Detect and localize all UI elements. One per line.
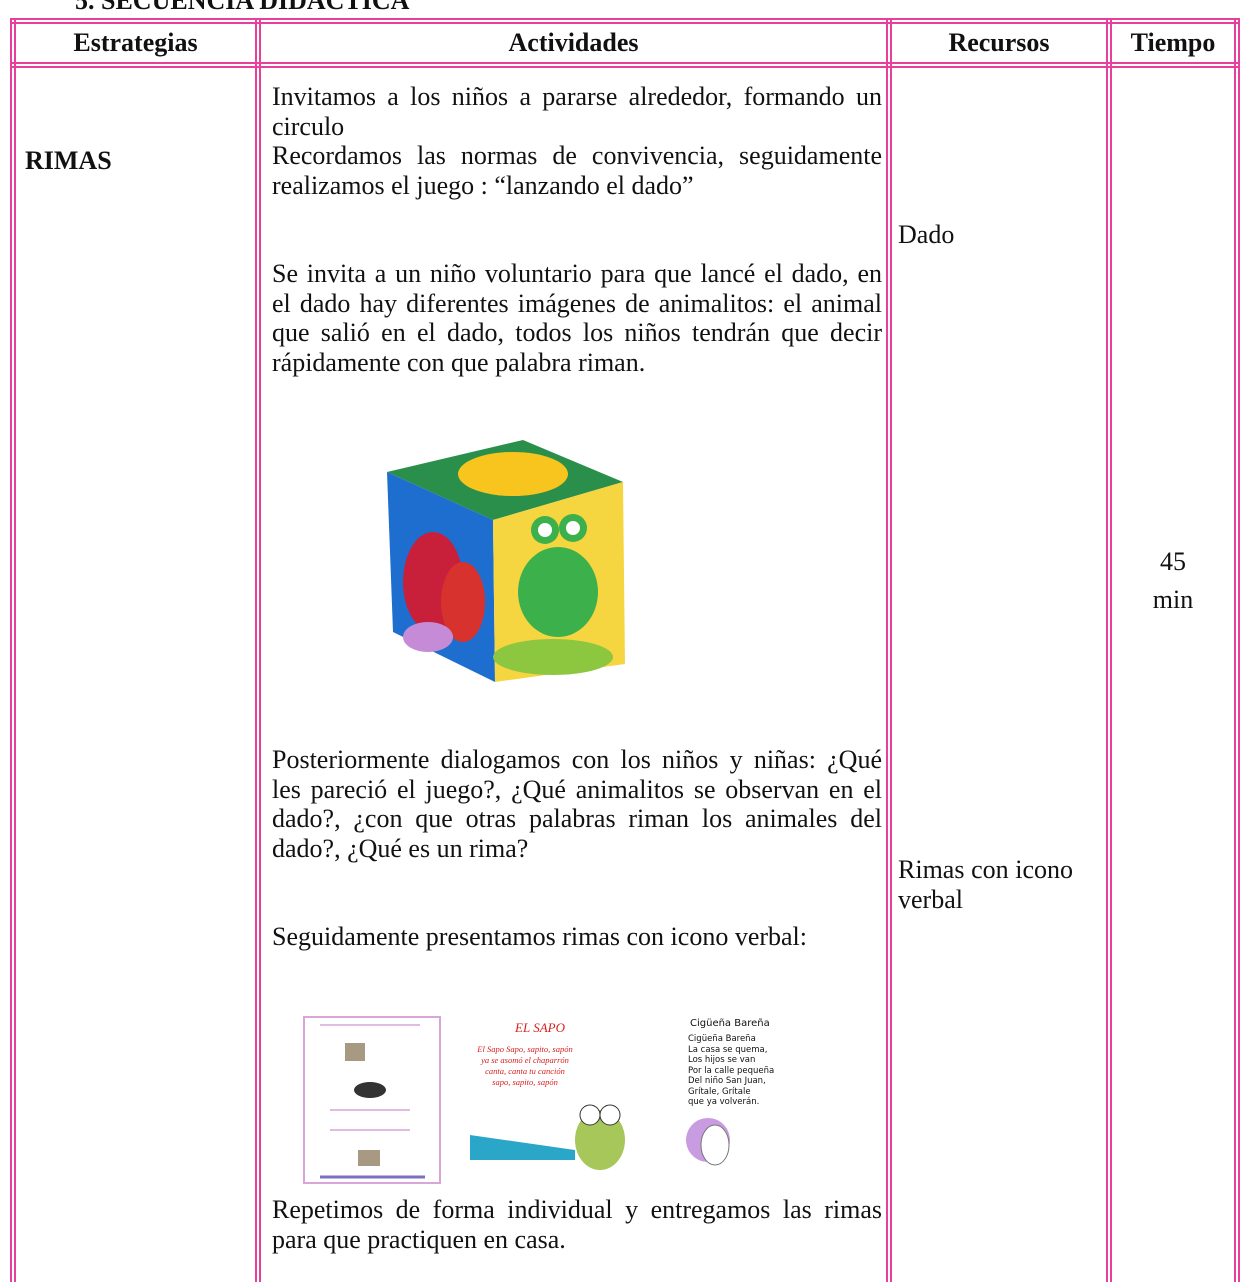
time-value: 45 [1160, 547, 1186, 576]
activity-text: Invitamos a los niños a pararse alrededo… [272, 82, 882, 141]
rhyme-line: El Sapo Sapo, sapito, sapón [477, 1044, 573, 1054]
activity-text: Recordamos las normas de convivencia, se… [272, 141, 882, 200]
strategy: RIMAS [25, 146, 112, 175]
activity-text: Posteriormente dialogamos con los niños … [272, 745, 882, 863]
border [10, 22, 1240, 24]
activity-text: Seguidamente presentamos rimas con icono… [272, 922, 808, 951]
border [10, 18, 1240, 20]
rhyme-title: Cigüeña Bareña [690, 1018, 770, 1029]
border [890, 18, 892, 1282]
border [10, 62, 1240, 64]
border [259, 18, 261, 1282]
activity-text: Se invita a un niño voluntario para que … [272, 259, 882, 377]
rhyme-line: ya se asomó el chaparrón [481, 1055, 569, 1065]
resource: Rimas con icono verbal [898, 855, 1073, 914]
rhyme-line: Del niño San Juan, [688, 1076, 766, 1086]
rhyme-line: Los hijos se van [688, 1055, 756, 1065]
rhyme-lines: Cigüeña Bareña La casa se quema, Los hijos… [688, 1034, 774, 1108]
rhyme-images [303, 1016, 730, 1184]
header-cell: Estrategias [73, 28, 198, 57]
border [886, 18, 888, 1282]
rhyme-line: La casa se quema, [688, 1044, 768, 1055]
rhyme-line: Cigüeña Bareña [688, 1034, 756, 1044]
header-cell: Recursos [948, 28, 1050, 57]
border [255, 18, 257, 1282]
rhyme-line: Grítale, Grítale [688, 1086, 751, 1097]
time-unit: min [1152, 585, 1194, 614]
dice-image [387, 440, 625, 682]
rhyme-lines: El Sapo Sapo, sapito, sapón ya se asomó e… [465, 1044, 585, 1088]
resource: Dado [898, 220, 955, 249]
border [1110, 18, 1112, 1282]
activity-text: Repetimos de forma individual y entregam… [272, 1195, 882, 1254]
header-cell: Tiempo [1130, 28, 1216, 57]
section-heading: 5. SECUENCIA DIDÁCTICA [75, 0, 410, 15]
rhyme-line: que ya volverán. [688, 1097, 760, 1107]
rhyme-line: Por la calle pequeña [688, 1065, 775, 1076]
rhyme-line: canta, canta tu canción [485, 1066, 565, 1076]
border [1234, 18, 1236, 1282]
border [1106, 18, 1108, 1282]
header-cell: Actividades [508, 28, 639, 57]
rhyme-title: EL SAPO [515, 1020, 565, 1035]
rhyme-line: sapo, sapito, sapón [492, 1077, 558, 1087]
border [1238, 18, 1240, 1282]
border [10, 66, 1240, 68]
border [14, 18, 16, 1282]
border [10, 18, 12, 1282]
